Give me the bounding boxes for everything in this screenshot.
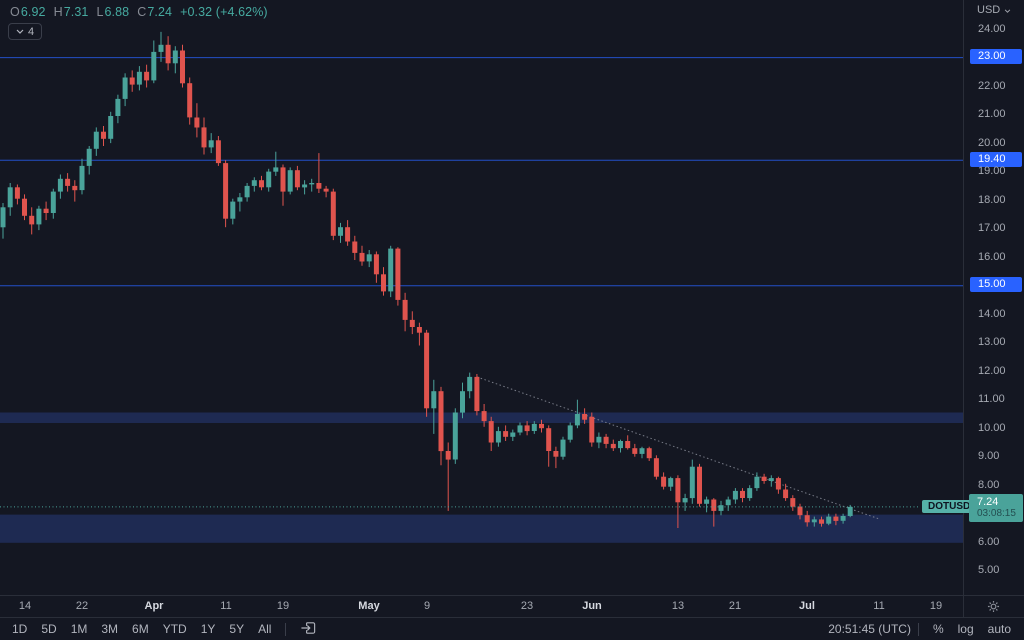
hidden-items-count: 4 bbox=[28, 25, 35, 38]
bottom-toolbar: 1D 5D 1M 3M 6M YTD 1Y 5Y All 20:51:45 (UTC) % lo… bbox=[0, 617, 1024, 640]
go-to-date-icon bbox=[300, 620, 317, 639]
time-tick: 22 bbox=[75, 600, 89, 612]
price-line-symbol-label: DOTUSD bbox=[922, 500, 977, 513]
time-axis[interactable]: 14 22 Apr 11 19 May 9 23 Jun 13 21 Jul 11 19 bbox=[0, 595, 963, 617]
supply-zone bbox=[0, 412, 963, 423]
ohlc-open: O 6.92 bbox=[10, 5, 46, 19]
time-tick: 11 bbox=[873, 600, 885, 612]
go-to-date-button[interactable] bbox=[293, 619, 324, 640]
range-button-6m[interactable]: 6M bbox=[125, 621, 156, 637]
supply-zone bbox=[0, 514, 963, 543]
time-tick: 19 bbox=[276, 600, 290, 612]
currency-label: USD bbox=[977, 4, 1001, 16]
range-button-5d[interactable]: 5D bbox=[34, 621, 63, 637]
range-button-ytd[interactable]: YTD bbox=[156, 621, 194, 637]
time-tick: Jul bbox=[799, 600, 815, 612]
time-tick: 23 bbox=[520, 600, 534, 612]
range-button-all[interactable]: All bbox=[251, 621, 278, 637]
price-tick: 10.00 bbox=[978, 422, 1006, 434]
chevron-down-icon bbox=[16, 29, 24, 34]
time-tick: Apr bbox=[144, 600, 164, 612]
price-tick: 17.00 bbox=[978, 222, 1006, 234]
price-tick: 20.00 bbox=[978, 137, 1006, 149]
range-button-3m[interactable]: 3M bbox=[94, 621, 125, 637]
time-tick: 19 bbox=[929, 600, 943, 612]
price-tick: 24.00 bbox=[978, 23, 1006, 35]
range-button-1y[interactable]: 1Y bbox=[194, 621, 223, 637]
range-button-5y[interactable]: 5Y bbox=[222, 621, 251, 637]
price-tick: 6.00 bbox=[978, 536, 1000, 548]
price-tick: 12.00 bbox=[978, 365, 1006, 377]
range-button-1m[interactable]: 1M bbox=[64, 621, 95, 637]
price-tick: 8.00 bbox=[978, 479, 1000, 491]
time-tick: May bbox=[358, 600, 380, 612]
price-tick: 21.00 bbox=[978, 108, 1006, 120]
currency-selector[interactable]: USD bbox=[977, 4, 1011, 16]
time-tick: 13 bbox=[671, 600, 685, 612]
price-tick: 18.00 bbox=[978, 194, 1006, 206]
price-tick: 22.00 bbox=[978, 80, 1006, 92]
toolbar-divider bbox=[917, 622, 919, 636]
current-price-value: 7.24 bbox=[977, 496, 999, 508]
price-tick: 13.00 bbox=[978, 336, 1006, 348]
price-tick-highlighted: 23.00 bbox=[970, 49, 1022, 64]
price-tick-highlighted: 15.00 bbox=[970, 277, 1022, 292]
price-tick: 9.00 bbox=[978, 450, 1000, 462]
price-tick: 5.00 bbox=[978, 564, 1000, 576]
chevron-down-icon bbox=[1004, 4, 1011, 16]
range-button-1d[interactable]: 1D bbox=[5, 621, 34, 637]
ohlc-low: L 6.88 bbox=[96, 5, 130, 19]
bar-countdown: 03:08:15 bbox=[977, 508, 1016, 519]
chart-settings-button[interactable] bbox=[963, 595, 1024, 617]
log-scale-button[interactable]: log bbox=[951, 621, 981, 637]
legend-collapse-button[interactable]: 4 bbox=[8, 23, 43, 40]
current-price-label: 7.24 03:08:15 bbox=[969, 494, 1023, 522]
time-tick: 9 bbox=[423, 600, 431, 612]
price-tick: 14.00 bbox=[978, 308, 1006, 320]
ohlc-close: C 7.24 bbox=[137, 5, 173, 19]
candlestick-chart[interactable] bbox=[0, 0, 963, 595]
price-axis[interactable]: USD 24.00 23.00 22.00 21.00 20.00 19.40 19.00 1… bbox=[963, 0, 1024, 595]
trendline[interactable] bbox=[476, 376, 880, 520]
time-tick: 11 bbox=[220, 600, 232, 612]
auto-scale-button[interactable]: auto bbox=[981, 621, 1018, 637]
ohlc-high: H 7.31 bbox=[53, 5, 89, 19]
toolbar-divider bbox=[285, 622, 287, 636]
price-tick: 19.00 bbox=[978, 165, 1006, 177]
clock[interactable]: 20:51:45 (UTC) bbox=[828, 622, 911, 636]
chart-pane[interactable]: O 6.92 H 7.31 L 6.88 C 7.24 +0.32 (+4.62%) 4… bbox=[0, 0, 977, 595]
percent-scale-button[interactable]: % bbox=[926, 621, 951, 637]
scale-controls: % log auto bbox=[926, 621, 1018, 637]
time-tick: Jun bbox=[582, 600, 602, 612]
candles bbox=[0, 31, 853, 528]
date-range-switcher: 1D 5D 1M 3M 6M YTD 1Y 5Y All bbox=[5, 621, 278, 637]
price-tick: 16.00 bbox=[978, 251, 1006, 263]
ohlc-change: +0.32 (+4.62%) bbox=[180, 5, 268, 19]
time-tick: 14 bbox=[18, 600, 32, 612]
price-tick: 11.00 bbox=[978, 393, 1005, 405]
time-tick: 21 bbox=[728, 600, 742, 612]
price-tick-highlighted: 19.40 bbox=[970, 152, 1022, 167]
gear-icon bbox=[964, 599, 1001, 614]
ohlc-legend: O 6.92 H 7.31 L 6.88 C 7.24 +0.32 (+4.62%) bbox=[10, 5, 268, 19]
